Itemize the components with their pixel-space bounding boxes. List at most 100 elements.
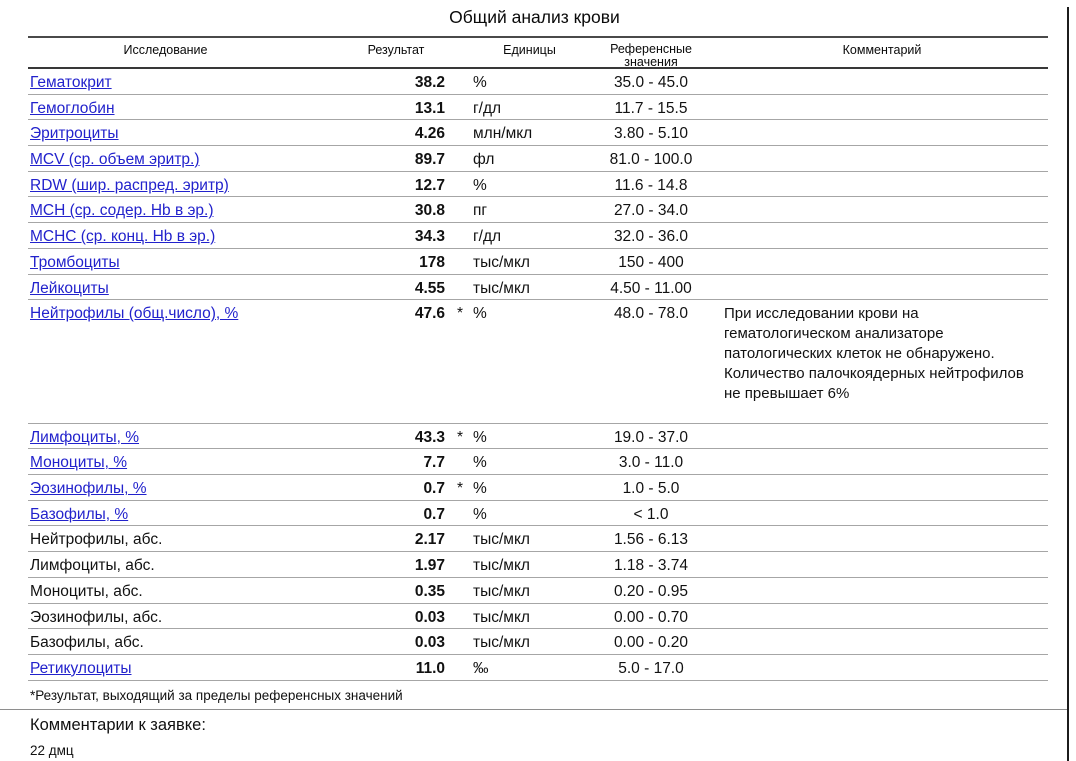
units-value: тыс/мкл: [473, 608, 530, 626]
comment-text: [716, 275, 1048, 300]
test-name-cell: Нейтрофилы, абс.: [28, 526, 345, 551]
result-value: 0.03: [414, 634, 445, 652]
test-name-cell: Тромбоциты: [28, 249, 345, 274]
flag-asterisk: [447, 449, 473, 474]
flag-asterisk: [447, 249, 473, 274]
test-name: Лимфоциты, абс.: [30, 557, 155, 575]
units-value: тыс/мкл: [473, 253, 530, 271]
units-value: %: [473, 74, 487, 91]
test-name-cell: Моноциты, абс.: [28, 578, 345, 603]
test-name-link[interactable]: Лейкоциты: [30, 279, 109, 297]
reference-range: 19.0 - 37.0: [613, 428, 689, 446]
units-value: тыс/мкл: [473, 531, 530, 549]
result-value: 89.7: [414, 151, 445, 169]
test-name-cell: MCHC (ср. конц. Hb в эр.): [28, 223, 345, 248]
test-name-cell: Гемоглобин: [28, 95, 345, 120]
window-right-border: [1067, 7, 1069, 761]
test-name-link[interactable]: Гемоглобин: [30, 99, 115, 117]
flag-asterisk: *: [456, 428, 464, 446]
test-name-link[interactable]: MCH (ср. содер. Hb в эр.): [30, 202, 214, 220]
table-row: Лейкоциты 4.55 тыс/мкл 4.50 - 11.00: [28, 275, 1048, 301]
reference-range: 11.6 - 14.8: [614, 176, 688, 194]
test-name-link[interactable]: Нейтрофилы (общ.число), %: [30, 305, 239, 323]
blood-test-report-page: Общий анализ крови Исследование Результа…: [0, 7, 1076, 761]
table-body: Гематокрит 38.2 % 35.0 - 45.0 Гемоглобин…: [28, 69, 1048, 681]
test-name-cell: Нейтрофилы (общ.число), %: [28, 300, 345, 423]
units-value: г/дл: [473, 99, 502, 117]
flag-asterisk: [447, 501, 473, 526]
comment-text: [716, 69, 1048, 94]
comment-text: [716, 552, 1048, 577]
test-name: Базофилы, абс.: [30, 634, 144, 652]
units-value: тыс/мкл: [473, 582, 530, 600]
comment-text: [716, 223, 1048, 248]
test-name-cell: Гематокрит: [28, 69, 345, 94]
result-value: 178: [419, 253, 445, 271]
result-value: 2.17: [414, 531, 445, 549]
table-row: MCHC (ср. конц. Hb в эр.) 34.3 г/дл 32.0…: [28, 223, 1048, 249]
test-name-link[interactable]: MCV (ср. объем эритр.): [30, 151, 200, 169]
table-row: Тромбоциты 178 тыс/мкл 150 - 400: [28, 249, 1048, 275]
flag-asterisk: [447, 95, 473, 120]
request-comments-heading: Комментарии к заявке:: [30, 715, 206, 734]
reference-range: 4.50 - 11.00: [610, 279, 692, 297]
flag-asterisk: *: [456, 305, 464, 323]
test-name-cell: Лейкоциты: [28, 275, 345, 300]
test-name-cell: Ретикулоциты: [28, 655, 345, 680]
table-row: Эозинофилы, % 0.7 * % 1.0 - 5.0: [28, 475, 1048, 501]
comment-text: [716, 501, 1048, 526]
result-value: 4.26: [414, 125, 445, 143]
reference-range: 35.0 - 45.0: [613, 74, 689, 91]
reference-range: 5.0 - 17.0: [618, 659, 684, 677]
result-value: 0.7: [423, 505, 445, 523]
flag-asterisk: [447, 197, 473, 222]
test-name: Моноциты, абс.: [30, 582, 143, 600]
table-row: Гемоглобин 13.1 г/дл 11.7 - 15.5: [28, 95, 1048, 121]
test-name-link[interactable]: MCHC (ср. конц. Hb в эр.): [30, 228, 216, 246]
table-row: MCH (ср. содер. Hb в эр.) 30.8 пг 27.0 -…: [28, 197, 1048, 224]
column-header-comment: Комментарий: [842, 43, 922, 57]
table-row: Моноциты, % 7.7 % 3.0 - 11.0: [28, 449, 1048, 476]
flag-asterisk: [447, 629, 473, 654]
flag-asterisk: [447, 552, 473, 577]
units-value: фл: [473, 151, 495, 169]
test-name-link[interactable]: Эритроциты: [30, 125, 119, 143]
comment-text: [716, 475, 1048, 500]
comment-text: [716, 146, 1048, 171]
results-table: Исследование Результат Единицы Референсн…: [28, 36, 1048, 681]
test-name-link[interactable]: Тромбоциты: [30, 253, 120, 271]
units-value: г/дл: [473, 228, 502, 246]
flag-asterisk: [447, 275, 473, 300]
flag-asterisk: [447, 604, 473, 629]
reference-range: 81.0 - 100.0: [609, 151, 693, 169]
test-name-link[interactable]: Лимфоциты, %: [30, 428, 140, 446]
section-divider: [0, 708, 1069, 710]
reference-range: 0.00 - 0.20: [613, 634, 689, 652]
reference-range: 32.0 - 36.0: [613, 228, 689, 246]
test-name-link[interactable]: Моноциты, %: [30, 454, 128, 472]
comment-text: [716, 578, 1048, 603]
comment-text: [716, 95, 1048, 120]
test-name-cell: Эозинофилы, абс.: [28, 604, 345, 629]
units-value: %: [473, 454, 487, 472]
test-name-link[interactable]: RDW (шир. распред. эритр): [30, 176, 229, 194]
request-comments-value: 22 дмц: [30, 742, 74, 758]
comment-text: [716, 629, 1048, 654]
table-row: Базофилы, % 0.7 % < 1.0: [28, 501, 1048, 527]
test-name-link[interactable]: Эозинофилы, %: [30, 480, 147, 498]
units-value: %: [473, 176, 487, 194]
test-name-link[interactable]: Ретикулоциты: [30, 659, 132, 677]
test-name-link[interactable]: Гематокрит: [30, 74, 112, 91]
column-header-reference-label: Референсные значения: [610, 42, 692, 69]
result-value: 47.6: [414, 305, 445, 323]
units-value: тыс/мкл: [473, 557, 530, 575]
reference-range: < 1.0: [633, 505, 669, 523]
result-value: 1.97: [414, 557, 445, 575]
result-value: 0.7: [423, 480, 445, 498]
table-row: Ретикулоциты 11.0 ‰ 5.0 - 17.0: [28, 655, 1048, 681]
column-header-reference: Референсные значения: [586, 38, 716, 69]
result-value: 12.7: [414, 176, 445, 194]
reference-range: 3.0 - 11.0: [618, 454, 684, 472]
test-name-link[interactable]: Базофилы, %: [30, 505, 129, 523]
reference-range: 3.80 - 5.10: [613, 125, 689, 143]
